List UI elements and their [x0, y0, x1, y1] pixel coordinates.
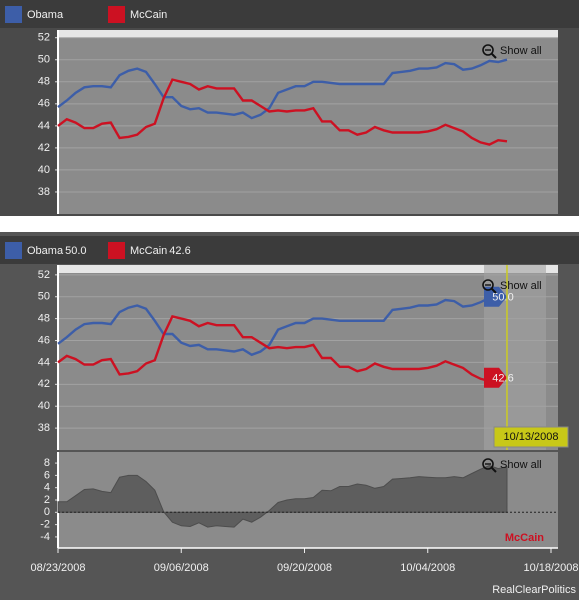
legend-swatch: [5, 6, 22, 23]
y-tick-label: 6: [44, 469, 50, 481]
value-flag: [484, 367, 507, 388]
y-tick-label: 48: [38, 313, 50, 325]
y-tick-label: 38: [38, 186, 50, 198]
y-tick-label: 52: [38, 269, 50, 281]
legend-label: Obama: [27, 9, 64, 21]
x-tick-label: 08/23/2008: [30, 562, 85, 574]
x-tick-label: 10/18/2008: [523, 562, 578, 574]
value-flag-label: 50.0: [492, 292, 513, 304]
legend-value: 42.6: [169, 245, 190, 257]
show-all-button[interactable]: Show all: [482, 458, 542, 473]
zoom-icon-handle: [491, 288, 497, 294]
y-tick-label: 44: [38, 356, 50, 368]
plot-area: [58, 30, 558, 214]
y-tick-label: 50: [38, 54, 50, 66]
y-tick-label: 2: [44, 494, 50, 506]
scroll-strip: [58, 265, 558, 273]
x-tick-label: 09/20/2008: [277, 562, 332, 574]
value-flag: [484, 286, 507, 307]
cursor-date: 10/13/2008: [503, 431, 558, 443]
x-tick-label: 09/06/2008: [154, 562, 209, 574]
series-line: [57, 295, 508, 357]
legend-swatch: [5, 242, 22, 259]
y-tick-label: -4: [40, 531, 50, 543]
y-tick-label: 0: [44, 506, 50, 518]
spread-area: [57, 464, 508, 528]
y-tick-label: 40: [38, 164, 50, 176]
zoom-icon-handle: [491, 467, 497, 473]
value-flag-label: 42.6: [492, 373, 513, 385]
series-line: [57, 58, 508, 120]
show-all-label: Show all: [500, 45, 542, 57]
y-tick-label: -2: [40, 519, 50, 531]
legend-label: McCain: [130, 245, 167, 257]
y-tick-label: 8: [44, 457, 50, 469]
y-tick-label: 46: [38, 98, 50, 110]
top-legend-bar: [0, 0, 579, 28]
y-tick-label: 42: [38, 378, 50, 390]
y-tick-label: 42: [38, 142, 50, 154]
legend-label: Obama: [27, 245, 64, 257]
y-tick-label: 44: [38, 120, 50, 132]
y-tick-label: 38: [38, 422, 50, 434]
legend-value: 50.0: [65, 245, 86, 257]
y-tick-label: 50: [38, 291, 50, 303]
show-all-label: Show all: [500, 459, 542, 471]
series-line: [57, 78, 508, 146]
plot-area: [58, 265, 558, 450]
source: RealClearPolitics: [492, 584, 576, 596]
legend-swatch: [108, 6, 125, 23]
zoom-icon: [482, 279, 494, 291]
y-tick-label: 48: [38, 76, 50, 88]
bottom-legend-bar: [0, 236, 579, 264]
y-tick-label: 46: [38, 334, 50, 346]
scroll-strip: [58, 30, 558, 38]
y-tick-label: 40: [38, 400, 50, 412]
series-line: [57, 314, 508, 383]
legend-swatch: [108, 242, 125, 259]
zoom-icon-handle: [491, 53, 497, 59]
zoom-icon: [482, 44, 494, 56]
zoom-icon: [482, 458, 494, 470]
show-all-button[interactable]: Show all: [482, 279, 542, 294]
show-all-label: Show all: [500, 280, 542, 292]
annotation: McCain: [505, 532, 544, 544]
x-tick-label: 10/04/2008: [400, 562, 455, 574]
cursor-date-box: [493, 426, 569, 448]
y-tick-label: 52: [38, 32, 50, 44]
y-tick-label: 4: [44, 482, 50, 494]
legend-label: McCain: [130, 9, 167, 21]
show-all-button[interactable]: Show all: [482, 44, 542, 59]
